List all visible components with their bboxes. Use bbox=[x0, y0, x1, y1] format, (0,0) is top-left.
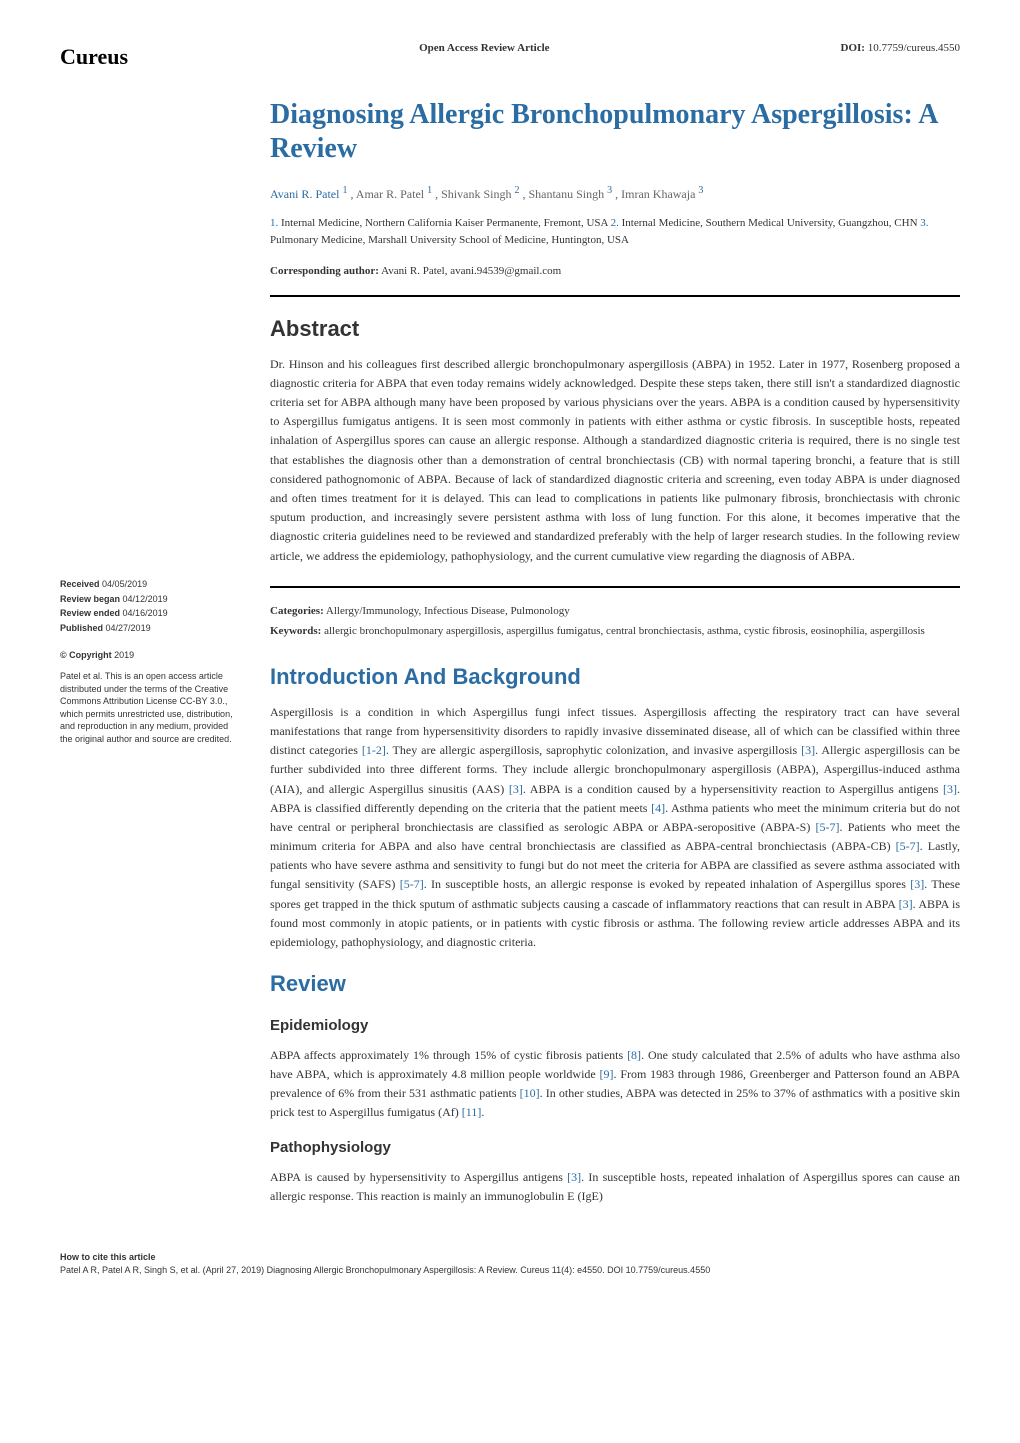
author-2-sup: 1 bbox=[427, 185, 432, 196]
author-4-sup: 3 bbox=[607, 185, 612, 196]
author-1-sup: 1 bbox=[342, 185, 347, 196]
published-label: Published bbox=[60, 623, 103, 633]
review-began-date: 04/12/2019 bbox=[123, 594, 168, 604]
main-content: Received 04/05/2019 Review began 04/12/2… bbox=[60, 98, 960, 1221]
patho-paragraph: ABPA is caused by hypersensitivity to As… bbox=[270, 1168, 960, 1206]
logo: Cureus bbox=[60, 40, 128, 73]
received-row: Received 04/05/2019 bbox=[60, 578, 240, 591]
aff-2: Internal Medicine, Southern Medical Univ… bbox=[622, 217, 918, 229]
keywords-text: allergic bronchopulmonary aspergillosis,… bbox=[324, 625, 925, 637]
author-5-sup: 3 bbox=[698, 185, 703, 196]
cite-link[interactable]: [3] bbox=[910, 877, 924, 891]
abstract-heading: Abstract bbox=[270, 312, 960, 345]
copyright-row: © Copyright 2019 bbox=[60, 649, 240, 662]
categories: Categories: Allergy/Immunology, Infectio… bbox=[270, 603, 960, 620]
author-2: Amar R. Patel bbox=[356, 187, 424, 201]
categories-text: Allergy/Immunology, Infectious Disease, … bbox=[326, 605, 570, 617]
doi-value: 10.7759/cureus.4550 bbox=[868, 42, 960, 54]
cite-link[interactable]: [3] bbox=[801, 743, 815, 757]
author-3: Shivank Singh bbox=[441, 187, 511, 201]
article-title: Diagnosing Allergic Bronchopulmonary Asp… bbox=[270, 98, 960, 165]
cite-link[interactable]: [11] bbox=[462, 1105, 482, 1119]
intro-text-1d: . ABPA is a condition caused by a hypers… bbox=[523, 782, 943, 796]
author-3-sup: 2 bbox=[514, 185, 519, 196]
author-5: Imran Khawaja bbox=[621, 187, 695, 201]
cite-link[interactable]: [3] bbox=[943, 782, 957, 796]
corresponding-text: Avani R. Patel, avani.94539@gmail.com bbox=[381, 265, 561, 277]
aff-num-2: 2. bbox=[611, 217, 619, 229]
header: Cureus Open Access Review Article DOI: 1… bbox=[60, 40, 960, 73]
corresponding-author: Corresponding author: Avani R. Patel, av… bbox=[270, 263, 960, 280]
review-heading: Review bbox=[270, 967, 960, 1000]
cite-link[interactable]: [3] bbox=[899, 897, 913, 911]
article-type-wrapper: Open Access Review Article bbox=[419, 40, 549, 57]
cite-link[interactable]: [10] bbox=[520, 1086, 540, 1100]
intro-text-1i: . In susceptible hosts, an allergic resp… bbox=[424, 877, 911, 891]
published-date: 04/27/2019 bbox=[106, 623, 151, 633]
footer-title: How to cite this article bbox=[60, 1251, 960, 1264]
cite-link[interactable]: [3] bbox=[509, 782, 523, 796]
keywords-label: Keywords: bbox=[270, 625, 321, 637]
cite-link[interactable]: [9] bbox=[600, 1067, 614, 1081]
authors-list: Avani R. Patel 1 , Amar R. Patel 1 , Shi… bbox=[270, 183, 960, 203]
author-4: Shantanu Singh bbox=[528, 187, 604, 201]
cite-link[interactable]: [5-7] bbox=[400, 877, 424, 891]
cite-link[interactable]: [4] bbox=[651, 801, 665, 815]
review-began-label: Review began bbox=[60, 594, 120, 604]
copyright-text: Patel et al. This is an open access arti… bbox=[60, 670, 240, 746]
article-type: Open Access Review Article bbox=[419, 40, 549, 57]
categories-label: Categories: bbox=[270, 605, 324, 617]
received-label: Received bbox=[60, 579, 100, 589]
aff-1: Internal Medicine, Northern California K… bbox=[281, 217, 608, 229]
intro-heading: Introduction And Background bbox=[270, 660, 960, 693]
divider-2 bbox=[270, 586, 960, 588]
epi-text-1: ABPA affects approximately 1% through 15… bbox=[270, 1048, 627, 1062]
epi-heading: Epidemiology bbox=[270, 1015, 960, 1038]
sidebar: Received 04/05/2019 Review began 04/12/2… bbox=[60, 578, 240, 1221]
doi-wrapper: DOI: 10.7759/cureus.4550 bbox=[841, 40, 960, 57]
corresponding-label: Corresponding author: bbox=[270, 265, 379, 277]
cite-link[interactable]: [8] bbox=[627, 1048, 641, 1062]
divider-1 bbox=[270, 295, 960, 297]
author-1[interactable]: Avani R. Patel bbox=[270, 187, 339, 201]
aff-num-3: 3. bbox=[920, 217, 928, 229]
intro-text-1b: . They are allergic aspergillosis, sapro… bbox=[386, 743, 801, 757]
cite-link[interactable]: [1-2] bbox=[362, 743, 386, 757]
review-began-row: Review began 04/12/2019 bbox=[60, 593, 240, 606]
patho-heading: Pathophysiology bbox=[270, 1137, 960, 1160]
patho-text-1: ABPA is caused by hypersensitivity to As… bbox=[270, 1170, 567, 1184]
cite-link[interactable]: [3] bbox=[567, 1170, 581, 1184]
footer: How to cite this article Patel A R, Pate… bbox=[60, 1251, 960, 1276]
review-ended-row: Review ended 04/16/2019 bbox=[60, 607, 240, 620]
intro-paragraph: Aspergillosis is a condition in which As… bbox=[270, 703, 960, 952]
received-date: 04/05/2019 bbox=[102, 579, 147, 589]
abstract-text: Dr. Hinson and his colleagues first desc… bbox=[270, 355, 960, 566]
review-ended-label: Review ended bbox=[60, 608, 120, 618]
article-body: Diagnosing Allergic Bronchopulmonary Asp… bbox=[270, 98, 960, 1221]
epi-text-1e: . bbox=[481, 1105, 484, 1119]
keywords: Keywords: allergic bronchopulmonary aspe… bbox=[270, 623, 960, 640]
cite-link[interactable]: [5-7] bbox=[816, 820, 840, 834]
footer-citation: Patel A R, Patel A R, Singh S, et al. (A… bbox=[60, 1264, 960, 1277]
review-ended-date: 04/16/2019 bbox=[123, 608, 168, 618]
copyright-year: 2019 bbox=[114, 650, 134, 660]
aff-3: Pulmonary Medicine, Marshall University … bbox=[270, 234, 629, 246]
cite-link[interactable]: [5-7] bbox=[896, 839, 920, 853]
copyright-label: © Copyright bbox=[60, 650, 112, 660]
doi-label: DOI: bbox=[841, 42, 865, 54]
affiliations: 1. Internal Medicine, Northern Californi… bbox=[270, 215, 960, 248]
aff-num-1: 1. bbox=[270, 217, 278, 229]
epi-paragraph: ABPA affects approximately 1% through 15… bbox=[270, 1046, 960, 1123]
published-row: Published 04/27/2019 bbox=[60, 622, 240, 635]
sidebar-dates: Received 04/05/2019 Review began 04/12/2… bbox=[60, 578, 240, 634]
